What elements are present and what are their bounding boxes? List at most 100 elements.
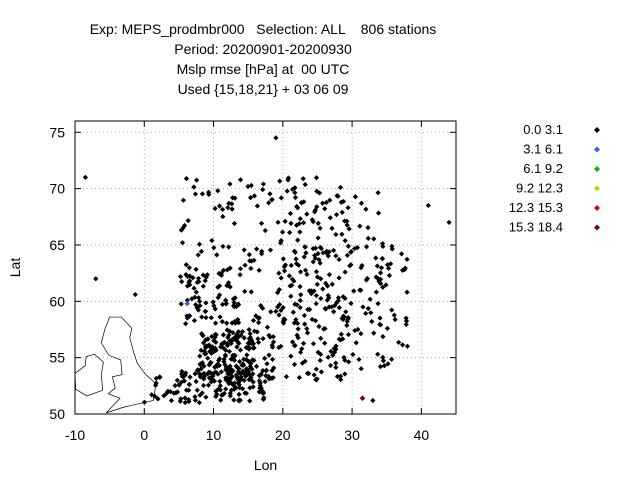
station-point [323,306,329,312]
station-point [308,291,314,297]
station-point [152,393,158,399]
station-point [217,387,224,393]
station-point [246,251,252,258]
y-tick-label: 50 [49,406,65,422]
station-point [197,392,203,398]
station-point [218,344,224,350]
station-point [318,369,325,375]
station-point [205,355,211,361]
station-point [291,361,298,368]
station-point [278,307,284,313]
station-point [326,295,332,301]
station-point [296,374,303,381]
station-point [196,278,202,285]
station-point [251,357,257,363]
station-point [323,199,329,206]
station-point [327,362,334,369]
station-point [312,209,318,215]
station-point [222,362,228,368]
station-point [236,382,242,388]
station-point [216,356,223,362]
y-tick-label: 75 [49,124,65,140]
station-point [316,257,322,263]
station-point [377,321,383,328]
station-point [225,371,231,377]
station-point [276,312,282,318]
station-point [333,231,339,238]
station-point [229,356,235,362]
station-point [180,197,186,203]
station-point [214,252,220,258]
station-point [257,385,263,391]
station-point [236,320,242,326]
station-point [292,301,298,307]
station-point [328,348,334,354]
station-point [183,321,189,327]
station-point [191,184,197,190]
station-point [199,360,205,366]
station-point [216,283,223,289]
station-point [206,342,212,348]
station-point [270,339,277,345]
station-point [335,295,342,301]
station-point [226,380,232,387]
station-point [291,320,297,326]
station-point [364,275,370,282]
station-point [325,354,331,360]
station-point [324,250,330,256]
station-point [301,199,307,205]
x-tick-label: 0 [140,427,148,443]
x-tick-label: 10 [206,427,222,443]
station-point [223,386,229,392]
station-point [339,315,345,322]
station-point [265,375,272,381]
station-point [227,265,233,271]
station-point [295,335,301,341]
station-point [232,195,238,201]
station-point [392,316,398,323]
station-point [317,225,323,231]
station-point [309,217,315,223]
station-point [172,383,178,389]
station-point [256,315,262,321]
station-point [262,227,268,234]
station-point [237,358,243,365]
station-point [247,331,253,337]
station-point [295,205,301,211]
station-point [202,278,208,284]
station-point [185,218,191,224]
station-point [246,326,252,333]
station-point [212,205,218,212]
station-point [227,393,233,399]
station-point [317,260,323,266]
station-point [250,341,257,347]
station-point [360,304,366,310]
station-point [187,273,193,279]
station-point [375,210,382,216]
station-point [281,268,288,274]
station-point [299,360,306,366]
station-point [303,250,309,256]
station-point [231,220,238,227]
station-point [304,330,311,336]
station-point [334,373,341,380]
station-point [197,353,203,359]
station-point [377,364,384,370]
station-point [344,222,350,228]
station-point [385,265,392,271]
station-point [198,248,204,255]
station-point [379,241,386,247]
station-point [226,244,232,250]
station-point [219,319,225,325]
station-point [377,270,384,276]
station-point [380,358,387,364]
station-point [314,204,320,210]
station-point [389,356,395,362]
station-point [263,368,269,374]
station-point [242,262,248,268]
station-point [287,283,293,289]
station-point [345,331,352,338]
station-point [202,351,209,357]
station-point [218,369,224,375]
station-point [229,367,235,373]
